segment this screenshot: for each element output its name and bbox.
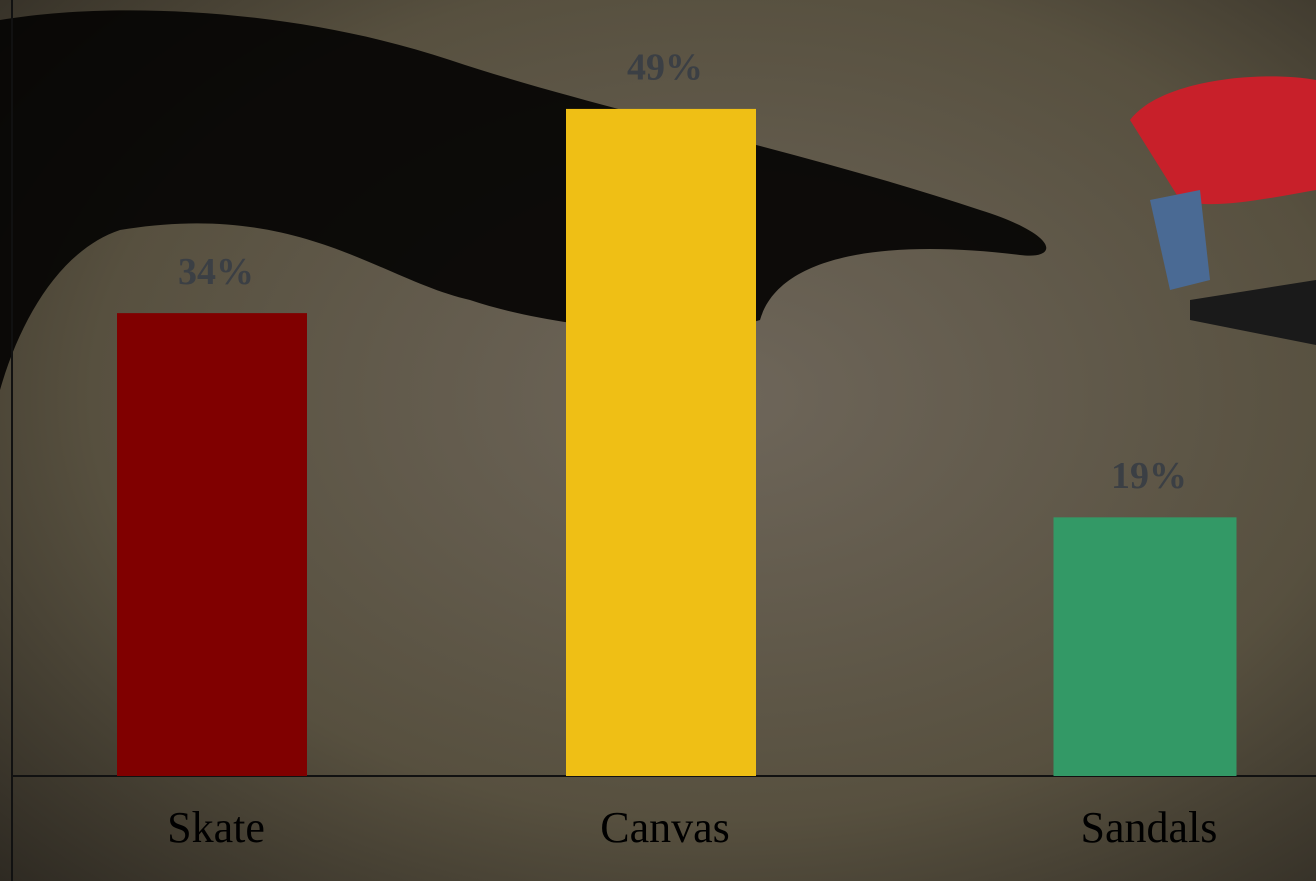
photo-figure [1150,190,1210,290]
x-tick-label: Canvas [600,803,730,852]
bar [117,313,307,776]
value-label: 19% [1111,455,1187,497]
value-label: 49% [627,47,703,89]
photo-figure [1130,76,1316,205]
x-tick-label: Sandals [1081,803,1218,852]
bar [566,108,756,776]
bar [1053,517,1237,776]
x-tick-label: Skate [167,803,265,852]
shadow [0,10,1047,390]
value-label: 34% [178,251,254,293]
photo-skateboard [1190,280,1316,345]
